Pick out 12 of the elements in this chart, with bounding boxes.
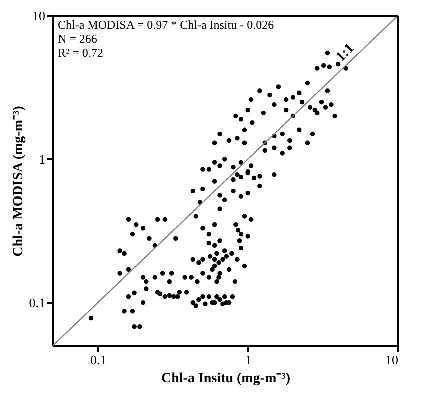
annotation: R² = 0.72 xyxy=(58,46,104,60)
text: 1:1 xyxy=(334,41,358,66)
x-axis-title: Chl-a Insitu (mg-m⁻³) xyxy=(162,372,291,386)
annotation: Chl-a MODISA = 0.97 * Chl-a Insitu - 0.026 xyxy=(58,18,274,32)
x-tick-label: 0.1 xyxy=(90,352,107,368)
y-tick-label: 1 xyxy=(39,152,46,167)
y-axis-title: Chl-a MODISA (mg-m⁻³) xyxy=(11,106,26,257)
x-tick-label: 10 xyxy=(386,352,398,368)
annotation: N = 266 xyxy=(58,32,98,46)
y-tick-label: 10 xyxy=(32,8,46,24)
x-tick-label: 1 xyxy=(245,352,252,368)
y-tick-label: 0.1 xyxy=(29,295,46,310)
